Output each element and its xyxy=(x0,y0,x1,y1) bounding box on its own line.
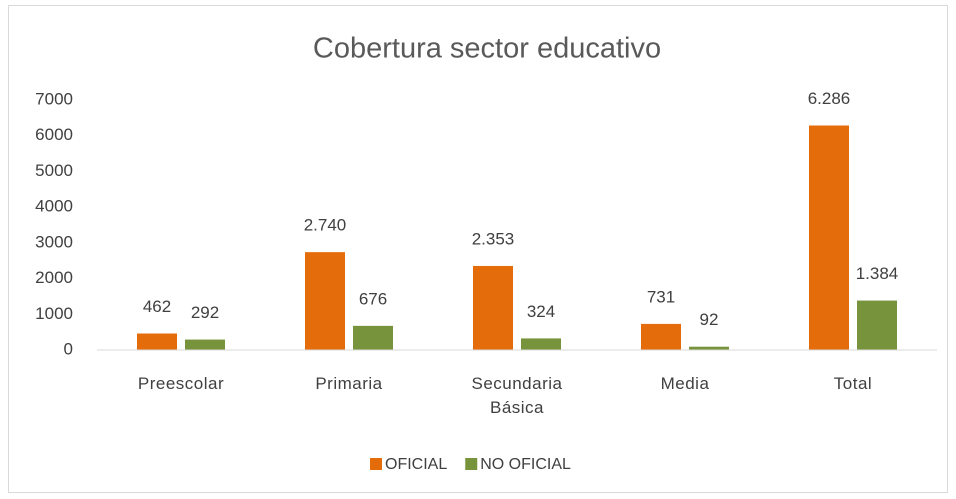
bar xyxy=(353,325,393,350)
chart-title: Cobertura sector educativo xyxy=(313,33,661,65)
data-label: 324 xyxy=(527,302,555,321)
bar xyxy=(689,346,729,350)
bar xyxy=(809,125,849,350)
bar xyxy=(857,300,897,350)
legend-label: OFICIAL xyxy=(385,456,447,473)
data-label: 6.286 xyxy=(808,89,851,108)
legend-label: NO OFICIAL xyxy=(480,456,571,473)
y-tick-label: 4000 xyxy=(35,197,73,216)
bar xyxy=(137,333,177,350)
y-tick-label: 2000 xyxy=(35,268,73,287)
data-label: 462 xyxy=(143,297,171,316)
y-tick-label: 7000 xyxy=(35,89,73,108)
bar xyxy=(641,323,681,350)
y-tick-label: 6000 xyxy=(35,125,73,144)
bar xyxy=(521,338,561,350)
legend-swatch xyxy=(465,458,478,470)
bar xyxy=(473,265,513,350)
data-label: 2.740 xyxy=(304,216,347,235)
data-label: 92 xyxy=(700,310,719,329)
y-tick-label: 1000 xyxy=(35,304,73,323)
x-tick-label: Total xyxy=(833,374,873,393)
data-label: 1.384 xyxy=(856,264,899,283)
x-tick-label: Primaria xyxy=(315,374,383,393)
x-tick-label: Preescolar xyxy=(137,374,225,393)
data-label: 292 xyxy=(191,303,219,322)
data-label: 2.353 xyxy=(472,229,515,248)
y-tick-label: 0 xyxy=(64,339,73,358)
data-label: 676 xyxy=(359,289,387,308)
chart-border xyxy=(8,5,948,493)
y-tick-label: 5000 xyxy=(35,161,73,180)
legend-swatch xyxy=(370,458,382,470)
y-tick-label: 3000 xyxy=(35,232,73,251)
bar xyxy=(305,252,345,350)
bar xyxy=(185,339,225,350)
data-label: 731 xyxy=(647,287,675,306)
x-tick-label: Secundaria Básica xyxy=(471,374,563,417)
x-tick-label: Media xyxy=(660,374,710,393)
